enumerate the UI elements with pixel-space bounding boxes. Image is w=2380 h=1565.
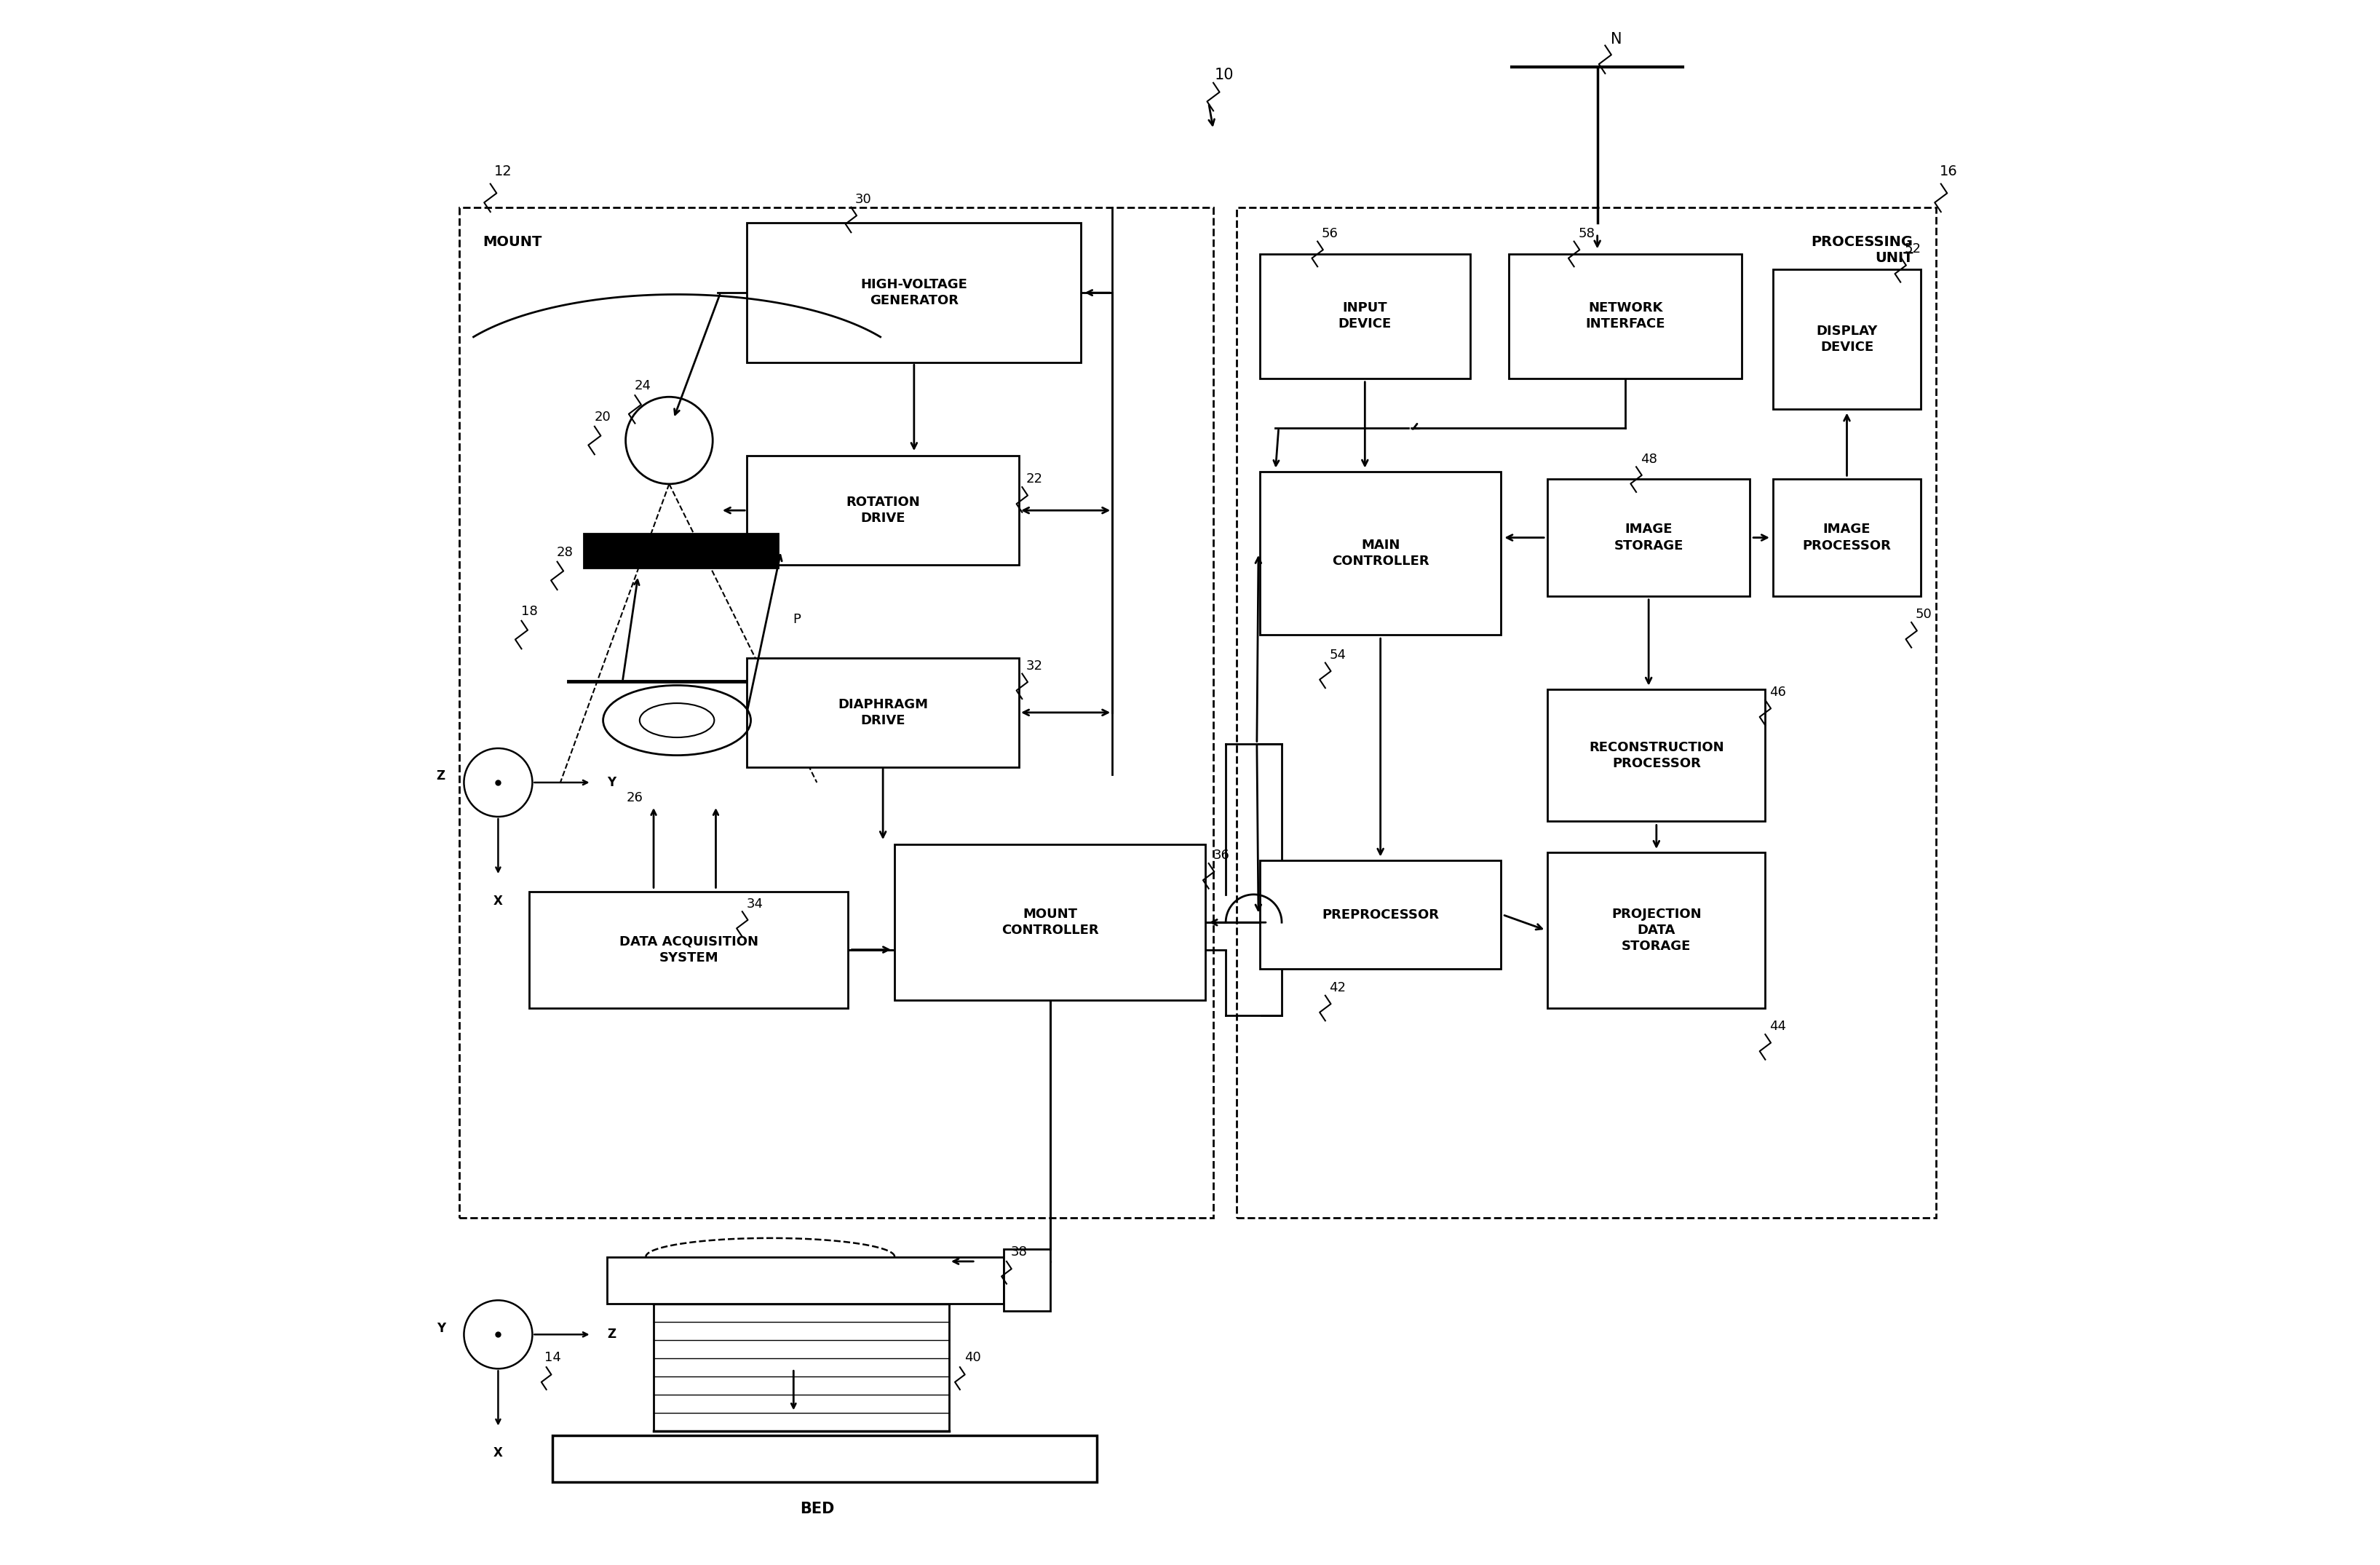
- Text: MAIN
CONTROLLER: MAIN CONTROLLER: [1333, 538, 1428, 568]
- Text: 12: 12: [493, 164, 512, 178]
- FancyBboxPatch shape: [528, 892, 847, 1008]
- FancyBboxPatch shape: [583, 534, 778, 568]
- Text: 50: 50: [1916, 609, 1933, 621]
- Text: Y: Y: [436, 1322, 445, 1335]
- Text: 56: 56: [1321, 227, 1338, 239]
- Text: 38: 38: [1012, 1246, 1028, 1258]
- FancyBboxPatch shape: [747, 659, 1019, 767]
- Text: DIAPHRAGM
DRIVE: DIAPHRAGM DRIVE: [838, 698, 928, 728]
- Text: 44: 44: [1768, 1020, 1785, 1033]
- FancyBboxPatch shape: [1773, 269, 1921, 410]
- Text: 18: 18: [521, 606, 538, 618]
- Text: HIGH-VOLTAGE
GENERATOR: HIGH-VOLTAGE GENERATOR: [862, 279, 969, 307]
- Text: IMAGE
STORAGE: IMAGE STORAGE: [1614, 523, 1683, 552]
- Text: X: X: [493, 1446, 502, 1460]
- Text: 54: 54: [1330, 648, 1347, 662]
- Text: MOUNT: MOUNT: [483, 235, 543, 249]
- FancyBboxPatch shape: [1004, 1249, 1050, 1311]
- Text: ROTATION
DRIVE: ROTATION DRIVE: [845, 496, 921, 524]
- Text: Y: Y: [607, 776, 616, 789]
- Text: 52: 52: [1904, 243, 1921, 255]
- Text: PREPROCESSOR: PREPROCESSOR: [1321, 908, 1440, 922]
- FancyBboxPatch shape: [1259, 471, 1502, 635]
- Text: 24: 24: [635, 379, 652, 393]
- Text: 14: 14: [545, 1351, 562, 1365]
- FancyBboxPatch shape: [747, 222, 1081, 363]
- Text: 34: 34: [747, 897, 764, 911]
- FancyBboxPatch shape: [552, 1435, 1097, 1482]
- FancyBboxPatch shape: [1547, 479, 1749, 596]
- Text: Z: Z: [436, 770, 445, 782]
- Text: X: X: [493, 895, 502, 908]
- Text: PROJECTION
DATA
STORAGE: PROJECTION DATA STORAGE: [1611, 908, 1702, 953]
- Text: 26: 26: [626, 792, 643, 804]
- FancyBboxPatch shape: [1773, 479, 1921, 596]
- FancyBboxPatch shape: [607, 1257, 1004, 1304]
- Text: 58: 58: [1578, 227, 1595, 239]
- Text: 32: 32: [1026, 659, 1042, 673]
- Text: INPUT
DEVICE: INPUT DEVICE: [1338, 302, 1392, 330]
- Text: 22: 22: [1026, 473, 1042, 485]
- Text: PROCESSING
UNIT: PROCESSING UNIT: [1811, 235, 1914, 264]
- Text: BED: BED: [800, 1501, 833, 1516]
- Text: N: N: [1611, 31, 1621, 47]
- FancyBboxPatch shape: [1259, 254, 1471, 379]
- Text: 36: 36: [1214, 850, 1230, 862]
- Text: RECONSTRUCTION
PROCESSOR: RECONSTRUCTION PROCESSOR: [1590, 740, 1723, 770]
- Text: 20: 20: [595, 410, 612, 424]
- FancyBboxPatch shape: [1509, 254, 1742, 379]
- Text: 30: 30: [854, 192, 871, 207]
- Text: MOUNT
CONTROLLER: MOUNT CONTROLLER: [1002, 908, 1100, 937]
- Text: 16: 16: [1940, 164, 1959, 178]
- Text: 46: 46: [1768, 685, 1785, 700]
- Text: DATA ACQUISITION
SYSTEM: DATA ACQUISITION SYSTEM: [619, 934, 759, 964]
- Text: IMAGE
PROCESSOR: IMAGE PROCESSOR: [1802, 523, 1892, 552]
- Text: 28: 28: [557, 546, 574, 559]
- Text: 40: 40: [964, 1351, 981, 1365]
- Text: Z: Z: [607, 1329, 616, 1341]
- FancyBboxPatch shape: [747, 455, 1019, 565]
- FancyBboxPatch shape: [1259, 861, 1502, 969]
- Text: 10: 10: [1214, 67, 1233, 83]
- Text: DISPLAY
DEVICE: DISPLAY DEVICE: [1816, 324, 1878, 354]
- Text: P: P: [793, 612, 800, 626]
- Text: 42: 42: [1330, 981, 1347, 994]
- Text: 48: 48: [1640, 452, 1656, 466]
- FancyBboxPatch shape: [1547, 853, 1766, 1008]
- FancyBboxPatch shape: [1547, 689, 1766, 822]
- FancyBboxPatch shape: [895, 845, 1207, 1000]
- Text: NETWORK
INTERFACE: NETWORK INTERFACE: [1585, 302, 1666, 330]
